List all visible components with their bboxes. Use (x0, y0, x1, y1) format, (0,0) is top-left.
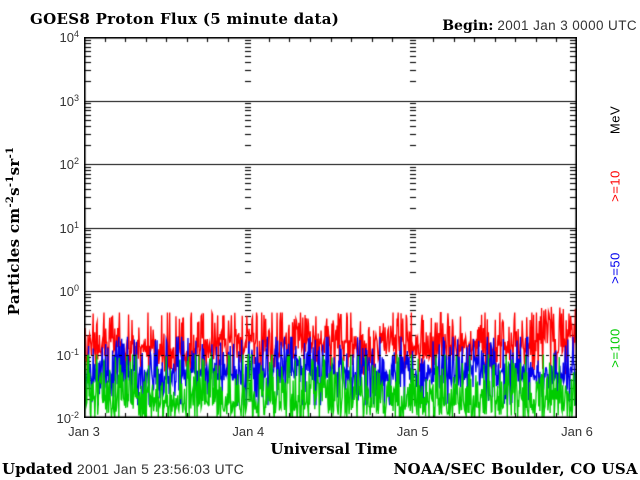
y-tick-label: 102 (59, 155, 79, 173)
updated-timestamp: Updated 2001 Jan 5 23:56:03 UTC (2, 460, 244, 478)
y-tick-label: 103 (59, 92, 79, 109)
y-axis-label: Particles cm-2s-1sr-1 (5, 146, 23, 316)
begin-value: 2001 Jan 3 0000 UTC (497, 18, 637, 33)
begin-label: Begin: (442, 18, 494, 34)
x-tick-label: Jan 5 (396, 424, 429, 439)
x-tick-label: Jan 3 (68, 424, 100, 439)
x-tick-label: Jan 6 (561, 424, 593, 439)
y-tick-label: 100 (59, 282, 79, 300)
y-tick-label: 10-2 (56, 409, 79, 427)
proton-flux-plot (84, 37, 577, 418)
x-tick-label: Jan 4 (232, 424, 265, 439)
threshold-label: >=50 (607, 252, 623, 284)
y-tick-label: 101 (59, 219, 79, 236)
chart-title: GOES8 Proton Flux (5 minute data) (30, 10, 340, 28)
y-tick-label: 104 (59, 28, 79, 46)
y-tick-label: 10-1 (56, 346, 79, 363)
mev-unit-label: MeV (607, 105, 623, 135)
threshold-label: >=10 (607, 170, 623, 202)
noaa-credit: NOAA/SEC Boulder, CO USA (393, 460, 638, 478)
updated-label: Updated (2, 460, 73, 478)
begin-time-line: Begin: 2001 Jan 3 0000 UTC (442, 17, 637, 34)
threshold-label: >=100 (607, 328, 623, 368)
x-axis-label: Universal Time (270, 440, 398, 458)
updated-value: 2001 Jan 5 23:56:03 UTC (76, 461, 245, 477)
